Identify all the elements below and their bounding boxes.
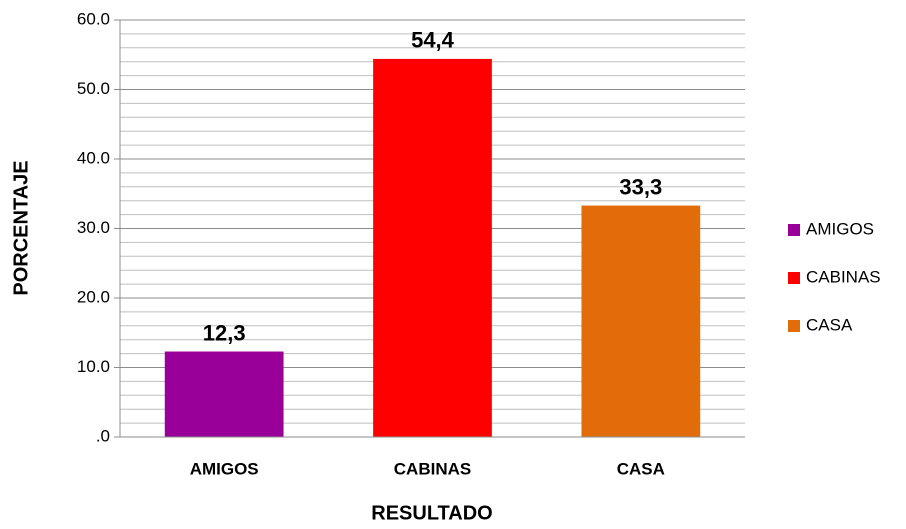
y-tick-label: 40.0 — [77, 148, 110, 167]
y-tick-label: 10.0 — [77, 357, 110, 376]
bar — [164, 351, 284, 437]
y-tick-label: 30.0 — [77, 218, 110, 237]
x-tick-label: AMIGOS — [190, 459, 259, 478]
legend-label: CASA — [806, 315, 853, 334]
legend-label: CABINAS — [806, 267, 881, 286]
x-tick-label: CASA — [617, 459, 665, 478]
data-label: 33,3 — [619, 174, 662, 199]
x-tick-label: CABINAS — [394, 459, 471, 478]
legend-swatch — [788, 320, 800, 332]
y-axis-title: PORCENTAJE — [10, 160, 32, 295]
legend-label: AMIGOS — [806, 219, 874, 238]
legend-swatch — [788, 272, 800, 284]
bar — [373, 58, 492, 438]
legend-swatch — [788, 224, 800, 236]
x-axis-title: RESULTADO — [371, 502, 492, 524]
y-tick-label: 50.0 — [77, 79, 110, 98]
y-tick-label: .0 — [96, 426, 110, 445]
data-label: 12,3 — [203, 320, 246, 345]
y-tick-label: 60.0 — [77, 9, 110, 28]
y-tick-label: 20.0 — [77, 287, 110, 306]
bar — [581, 205, 701, 437]
data-label: 54,4 — [411, 28, 455, 53]
